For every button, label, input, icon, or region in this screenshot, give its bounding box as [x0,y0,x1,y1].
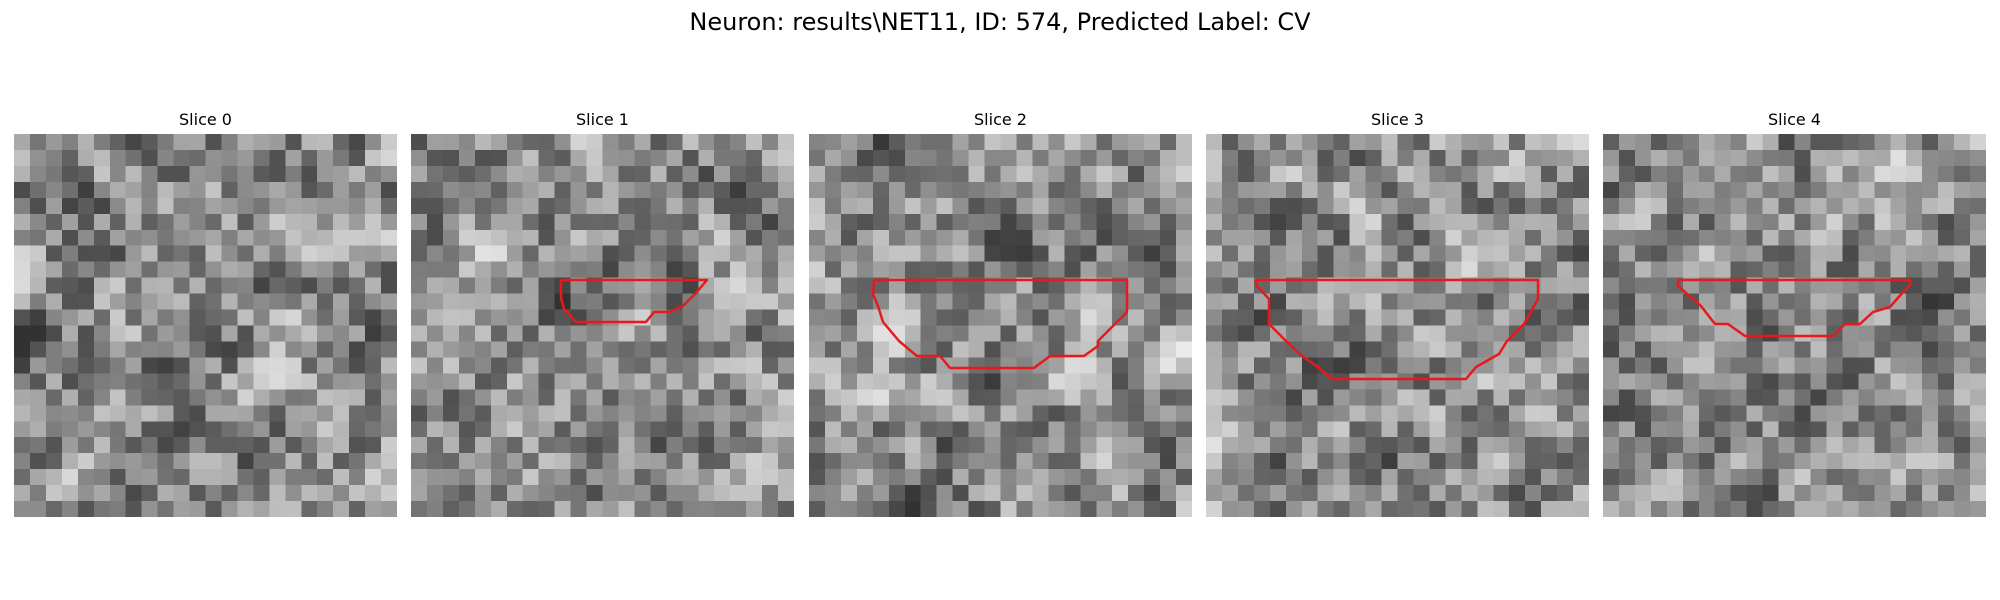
microscopy-slice-image [1206,134,1589,517]
grayscale-image [411,134,794,517]
grayscale-image [809,134,1192,517]
slice-title: Slice 1 [576,110,629,129]
slice-title: Slice 2 [974,110,1027,129]
microscopy-slice-image [14,134,397,517]
microscopy-slice-image [809,134,1192,517]
microscopy-slice-image [411,134,794,517]
grayscale-image [1603,134,1986,517]
slice-title: Slice 4 [1768,110,1821,129]
grayscale-image [1206,134,1589,517]
slice-title: Slice 3 [1371,110,1424,129]
slice-panel-4: Slice 4 [1603,108,1986,517]
slice-panel-3: Slice 3 [1206,108,1589,517]
slice-panel-0: Slice 0 [14,108,397,517]
figure-title: Neuron: results\NET11, ID: 574, Predicte… [689,8,1311,36]
slice-panel-1: Slice 1 [411,108,794,517]
slice-title: Slice 0 [179,110,232,129]
microscopy-slice-image [1603,134,1986,517]
grayscale-image [14,134,397,517]
slice-panel-2: Slice 2 [809,108,1192,517]
